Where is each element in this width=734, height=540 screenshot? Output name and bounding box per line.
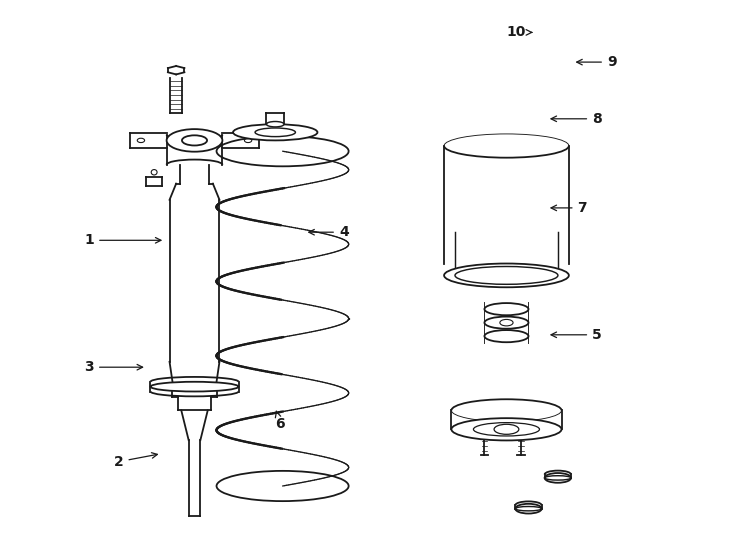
Ellipse shape — [182, 136, 207, 145]
Ellipse shape — [255, 128, 295, 137]
Ellipse shape — [494, 424, 519, 434]
Ellipse shape — [266, 122, 284, 127]
Ellipse shape — [444, 264, 569, 287]
Ellipse shape — [500, 319, 513, 326]
Ellipse shape — [167, 129, 222, 152]
Text: 10: 10 — [506, 25, 532, 39]
Text: 5: 5 — [551, 328, 602, 342]
Ellipse shape — [244, 138, 252, 143]
Ellipse shape — [451, 418, 562, 441]
Ellipse shape — [233, 124, 317, 140]
Text: 9: 9 — [577, 55, 617, 69]
Ellipse shape — [484, 330, 528, 342]
Ellipse shape — [473, 423, 539, 436]
Ellipse shape — [151, 170, 157, 175]
Ellipse shape — [515, 504, 542, 514]
Ellipse shape — [150, 382, 239, 392]
Ellipse shape — [455, 266, 558, 284]
Text: 8: 8 — [551, 112, 602, 126]
Text: 3: 3 — [84, 360, 142, 374]
Text: 7: 7 — [551, 201, 587, 215]
Ellipse shape — [484, 303, 528, 315]
Ellipse shape — [137, 138, 145, 143]
Text: 4: 4 — [309, 225, 349, 239]
Ellipse shape — [515, 507, 542, 511]
Ellipse shape — [484, 316, 528, 329]
Text: 6: 6 — [275, 411, 285, 431]
Ellipse shape — [545, 473, 571, 483]
Text: 2: 2 — [114, 453, 157, 469]
Ellipse shape — [545, 476, 571, 480]
Text: 1: 1 — [84, 233, 161, 247]
